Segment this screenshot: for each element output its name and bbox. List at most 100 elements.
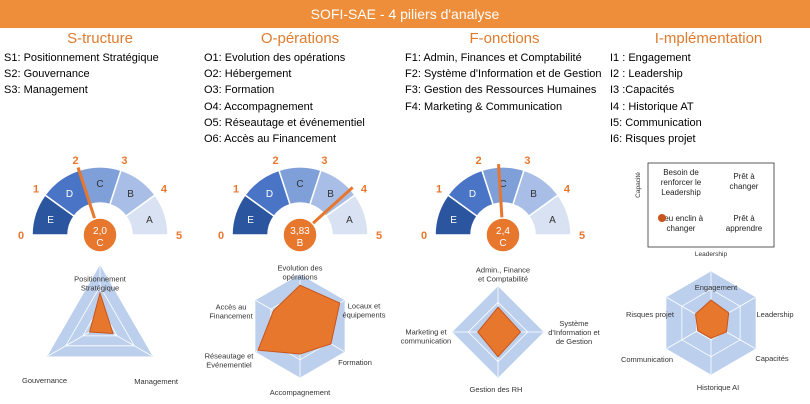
criterion-item: O2: Hébergement — [204, 68, 292, 81]
criterion-item: I5: Communication — [610, 116, 702, 129]
radar-series — [477, 306, 522, 358]
criterion-item: S3: Management — [4, 84, 88, 97]
radar-axis-label: Engagement — [695, 283, 738, 292]
criterion-item: I6: Risques projet — [610, 133, 696, 146]
criterion-item: I4 : Historique AT — [610, 100, 694, 113]
gauge-grade-label: A — [549, 215, 556, 226]
gauge-grade: C — [499, 238, 506, 249]
gauge-tick-label: 4 — [161, 184, 168, 196]
radar-axis-label: Formation — [338, 358, 372, 367]
matrix-cell-label: Prêt à — [733, 172, 755, 181]
gauge-tick-label: 1 — [436, 184, 442, 196]
gauge-grade-label: A — [346, 215, 353, 226]
gauge-tick-label: 5 — [376, 230, 382, 242]
matrix-cell-label: renforcer le — [661, 178, 702, 187]
radar-series — [257, 284, 341, 355]
gauge-grade-label: B — [530, 189, 537, 200]
gauge-segment — [527, 193, 572, 236]
gauge-grade-label: C — [96, 179, 103, 190]
gauge-hub — [282, 217, 318, 253]
gauge-grade-label: E — [247, 215, 254, 226]
gauge-tick-label: 0 — [218, 230, 224, 242]
radar-axis-label: Leadership — [756, 310, 793, 319]
gauge-tick-label: 3 — [121, 155, 127, 167]
gauge-tick-label: 1 — [233, 184, 239, 196]
gauge-tick-label: 4 — [564, 184, 571, 196]
gauge-segment — [124, 193, 169, 236]
radar-axis-label: Evolution des — [277, 264, 322, 273]
page-title: SOFI-SAE - 4 piliers d'analyse — [0, 0, 810, 28]
matrix-cell-label: Leadership — [661, 188, 701, 197]
gauge-tick-label: 5 — [176, 230, 182, 242]
radar-axis-label: Locaux et — [348, 302, 381, 311]
gauge-grade-label: A — [146, 215, 153, 226]
gauge-grade-label: E — [47, 215, 54, 226]
criterion-item: O5: Réseautage et événementiel — [204, 116, 365, 129]
criterion-item: I2 : Leadership — [610, 68, 683, 81]
radar-series — [695, 299, 730, 339]
radar-gridline — [65, 285, 135, 347]
matrix-cell-label: Besoin de — [663, 168, 699, 177]
gauge-value: 2,0 — [93, 226, 107, 237]
criterion-item: F3: Gestion des Ressources Humaines — [405, 84, 597, 97]
criterion-item: S1: Positionnement Stratégique — [4, 52, 159, 64]
criterion-item: F2: Système d'Information et de Gestion — [405, 68, 602, 81]
radar-axis-label: Risques projet — [626, 310, 675, 319]
gauge-grade-label: B — [327, 189, 334, 200]
readiness-matrix — [647, 162, 775, 248]
gauge-grade-label: D — [66, 189, 73, 200]
radar-axis-label: Gestion des RH — [470, 385, 523, 394]
matrix-x-label: Leadership — [695, 251, 728, 258]
radar-axis-label: Financement — [209, 312, 253, 321]
radar-axis-label: Accès au — [216, 303, 247, 312]
pillar-header: F-onctions — [469, 30, 540, 47]
radar-axis-label: Système — [559, 319, 588, 328]
matrix-cell-label: apprendre — [726, 224, 763, 233]
gauge-tick-label: 3 — [524, 155, 530, 167]
matrix-cell-label: changer — [667, 224, 696, 233]
radar-axis-label: Gouvernance — [22, 376, 67, 385]
matrix-cell-label: Peu enclin à — [659, 214, 704, 223]
gauge-tick-label: 1 — [33, 184, 39, 196]
gauge-tick-label: 5 — [579, 230, 585, 242]
gauge-grade-label: D — [469, 189, 476, 200]
gauge-grade-label: C — [296, 179, 303, 190]
radar-axis-label: équipements — [343, 311, 386, 320]
gauge-value: 3,83 — [290, 226, 310, 237]
gauge-tick-label: 2 — [73, 155, 79, 167]
radar-axis-label: Admin., Finance — [476, 266, 530, 275]
gauge-grade-label: C — [499, 179, 506, 190]
radar-axis-label: Réseautage et — [205, 352, 255, 361]
radar-axis-label: opérations — [282, 273, 317, 282]
radar-axis-label: de Gestion — [556, 337, 592, 346]
gauge-hub — [485, 217, 521, 253]
gauge-grade-label: B — [127, 189, 134, 200]
radar-axis-label: Capacités — [755, 354, 789, 363]
criterion-item: O6: Accès au Financement — [204, 133, 337, 146]
matrix-y-label: Capacité — [635, 172, 642, 198]
pillar-header: O-pérations — [260, 30, 340, 47]
radar-series — [88, 291, 114, 335]
gauge-tick-label: 2 — [476, 155, 482, 167]
radar-axis-label: Stratégique — [81, 284, 119, 293]
radar-axis-label: Evénementiel — [206, 361, 252, 370]
criterion-item: I3 :Capacités — [610, 84, 675, 97]
matrix-cell-label: Prêt à — [733, 214, 755, 223]
radar-axis-label: Management — [134, 377, 179, 386]
gauge-tick-label: 4 — [361, 184, 368, 196]
gauge-tick-label: 0 — [421, 230, 427, 242]
radar-axis-label: communication — [401, 337, 451, 346]
gauge-segment — [324, 193, 369, 236]
pillar-header: S-tructure — [67, 30, 133, 47]
criterion-item: S2: Gouvernance — [4, 68, 90, 81]
gauge-grade: C — [96, 238, 103, 249]
criterion-item: F1: Admin, Finances et Comptabilité — [405, 52, 582, 64]
gauge-grade-label: E — [450, 215, 457, 226]
criterion-item: O3: Formation — [204, 84, 275, 97]
gauge-hub — [82, 217, 118, 253]
gauge-grade-label: D — [266, 189, 273, 200]
matrix-cell-label: changer — [730, 182, 759, 191]
radar-axis-label: et Comptabilité — [478, 275, 528, 284]
radar-axis-label: d'Information et — [548, 328, 600, 337]
